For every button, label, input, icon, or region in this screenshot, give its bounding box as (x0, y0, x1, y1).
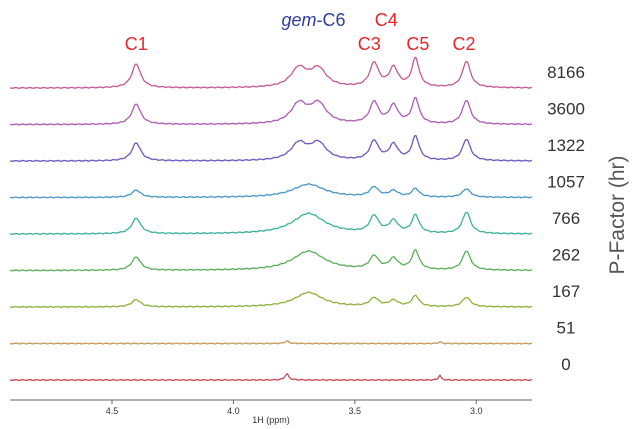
spectrum-trace-1057 (9, 182, 533, 199)
x-tick-label-4.0: 4.0 (227, 406, 240, 416)
x-ticks: 4.5 4.0 3.5 3.0 (106, 400, 483, 416)
pfactor-label-0: 0 (561, 355, 570, 374)
pfactor-label-262: 262 (552, 246, 580, 265)
spectrum-trace-3600 (9, 96, 533, 126)
peak-label-C4: C4 (375, 10, 398, 30)
x-axis-title: 1H (ppm) (252, 415, 290, 425)
spectrum-trace-0 (9, 372, 533, 382)
pfactor-label-3600: 3600 (547, 100, 585, 119)
spectrum-trace-167 (9, 291, 533, 309)
spectrum-trace-1322 (9, 134, 533, 163)
spectrum-trace-262 (9, 249, 533, 272)
spectra (9, 56, 533, 382)
pfactor-label-1322: 1322 (547, 136, 585, 155)
y-axis-title: P-Factor (hr) (606, 155, 629, 274)
peak-label-C2: C2 (452, 34, 475, 54)
pfactor-label-51: 51 (557, 319, 576, 338)
spectrum-trace-766 (9, 211, 533, 236)
peak-label-C3: C3 (358, 34, 381, 54)
spectrum-trace-51 (9, 340, 533, 345)
x-tick-label-3.0: 3.0 (470, 406, 483, 416)
peak-label-C1: C1 (125, 34, 148, 54)
x-axis: 4.5 4.0 3.5 3.0 1H (ppm) (10, 399, 532, 425)
pfactor-label-1057: 1057 (547, 173, 585, 192)
spectrum-trace-8166 (9, 56, 533, 90)
x-tick-label-3.5: 3.5 (349, 406, 362, 416)
pfactor-label-167: 167 (552, 282, 580, 301)
x-tick-label-4.5: 4.5 (106, 406, 119, 416)
peak-label-C5: C5 (406, 34, 429, 54)
peak-label-gem-C6: gem-C6 (281, 10, 345, 30)
pfactor-labels: 8166 3600 1322 1057 766 262 167 51 0 (547, 63, 585, 374)
peak-labels: C1 gem-C6 C4 C3 C5 C2 (125, 10, 476, 54)
pfactor-label-8166: 8166 (547, 63, 585, 82)
pfactor-label-766: 766 (552, 209, 580, 228)
